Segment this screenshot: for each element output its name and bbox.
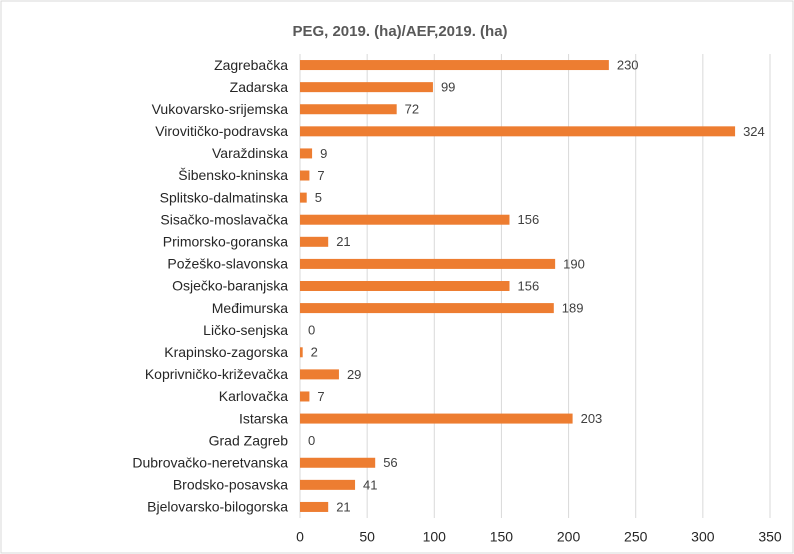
data-label: 0 — [308, 323, 315, 338]
data-label: 324 — [743, 124, 765, 139]
bar — [300, 501, 329, 512]
y-tick-label: Koprivničko-križevačka — [145, 366, 288, 382]
data-label: 21 — [336, 234, 350, 249]
y-tick-label: Primorsko-goranska — [163, 234, 288, 250]
bar — [300, 126, 736, 137]
y-tick-label: Virovitičko-podravska — [155, 123, 288, 139]
y-tick-label: Požeško-slavonska — [167, 256, 288, 272]
y-tick-label: Osječko-baranjska — [172, 278, 288, 294]
bar — [300, 369, 339, 380]
y-tick-label: Varaždinska — [212, 145, 288, 161]
data-label: 156 — [517, 278, 539, 293]
data-label: 203 — [581, 411, 603, 426]
data-label: 72 — [405, 102, 419, 117]
x-tick-label: 300 — [691, 529, 715, 545]
y-tick-label: Ličko-senjska — [203, 322, 288, 338]
x-tick-label: 350 — [758, 529, 782, 545]
x-tick-label: 150 — [490, 529, 514, 545]
x-tick-label: 100 — [423, 529, 447, 545]
bar — [300, 413, 573, 424]
y-tick-label: Splitsko-dalmatinska — [160, 189, 289, 205]
y-tick-label: Brodsko-posavska — [173, 477, 288, 493]
bar — [300, 347, 303, 358]
bar — [300, 479, 356, 490]
x-tick-label: 50 — [359, 529, 375, 545]
bar — [300, 303, 554, 314]
bar — [300, 214, 510, 225]
data-label: 230 — [617, 57, 639, 72]
data-label: 5 — [315, 190, 322, 205]
bar — [300, 281, 510, 291]
data-label: 99 — [441, 80, 455, 95]
y-tick-label: Sisačko-moslavačka — [160, 211, 288, 227]
x-tick-label: 200 — [557, 529, 581, 545]
bar — [300, 82, 433, 93]
bar — [300, 457, 376, 468]
y-tick-label: Zagrebačka — [214, 57, 288, 73]
bar — [300, 170, 310, 181]
data-label: 7 — [317, 168, 324, 183]
y-tick-label: Istarska — [239, 410, 288, 426]
bar — [300, 104, 397, 115]
y-tick-label: Vukovarsko-srijemska — [152, 101, 289, 117]
bar — [300, 192, 307, 203]
y-tick-label: Zadarska — [230, 79, 289, 95]
y-tick-label: Bjelovarsko-bilogorska — [147, 499, 288, 515]
bar — [300, 391, 310, 402]
y-tick-label: Šibensko-kninska — [178, 167, 288, 183]
data-label: 9 — [320, 146, 327, 161]
y-tick-label: Međimurska — [212, 300, 288, 316]
y-tick-label: Grad Zagreb — [209, 432, 289, 448]
x-tick-label: 0 — [296, 529, 304, 545]
data-label: 29 — [347, 367, 361, 382]
data-label: 0 — [308, 433, 315, 448]
y-tick-label: Karlovačka — [219, 388, 288, 404]
bar — [300, 148, 313, 159]
data-label: 2 — [311, 345, 318, 360]
data-label: 7 — [317, 389, 324, 404]
y-tick-label: Krapinsko-zagorska — [164, 344, 288, 360]
y-tick-label: Dubrovačko-neretvanska — [132, 454, 288, 470]
data-label: 190 — [563, 256, 585, 271]
bar — [300, 258, 556, 269]
data-label: 21 — [336, 499, 350, 514]
bar — [300, 236, 329, 247]
x-tick-label: 250 — [624, 529, 648, 545]
chart-title: PEG, 2019. (ha)/AEF,2019. (ha) — [292, 23, 507, 40]
bar — [300, 60, 609, 71]
data-label: 41 — [363, 477, 377, 492]
data-label: 156 — [517, 212, 539, 227]
data-label: 56 — [383, 455, 397, 470]
data-label: 189 — [562, 301, 584, 316]
